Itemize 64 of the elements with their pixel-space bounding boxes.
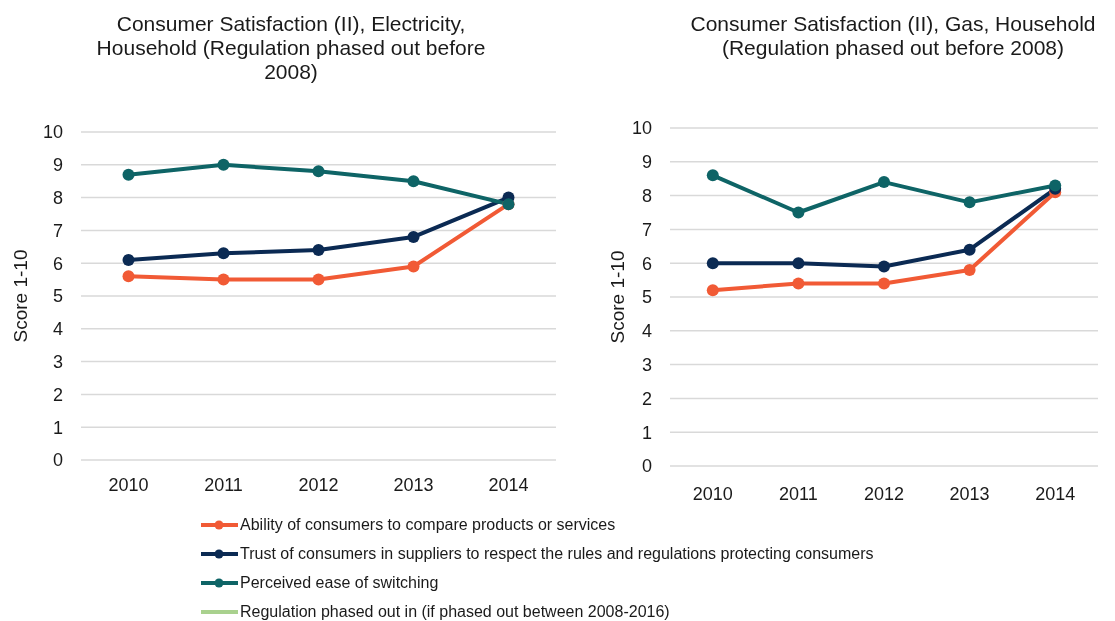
point [792,206,805,219]
y-tick-label: 4 [641,321,652,342]
point [407,260,420,273]
x-tick-label: 2013 [393,474,434,495]
point [878,277,890,290]
legend-label: Regulation phased out in (if phased out between 2008-2016) [240,603,670,620]
x-tick-label: 2014 [1035,483,1076,504]
y-tick-label: 9 [641,152,652,173]
point [122,168,135,181]
point [878,176,890,189]
y-axis-title: Score 1-10 [9,249,31,343]
x-tick-label: 2010 [692,483,733,504]
x-tick-label: 2012 [298,474,339,495]
point [312,165,325,178]
y-tick-label: 7 [52,220,63,241]
y-tick-label: 8 [641,185,652,206]
legend-label: Ability of consumers to compare products or services [240,516,616,533]
y-tick-label: 8 [52,187,63,208]
y-tick-label: 4 [52,319,63,340]
x-tick-label: 2010 [108,474,149,495]
x-tick-label: 2014 [488,474,529,495]
point [706,169,719,182]
y-tick-label: 5 [641,287,652,308]
y-tick-label: 7 [641,219,652,240]
y-tick-label: 10 [42,122,63,143]
y-tick-label: 6 [52,253,63,274]
point [122,270,135,283]
point [217,247,230,260]
point [963,196,976,209]
y-tick-label: 2 [641,388,652,409]
point [706,257,719,270]
y-tick-label: 0 [641,456,652,477]
point [407,175,420,188]
y-tick-label: 1 [52,417,63,438]
y-tick-label: 9 [52,155,63,176]
point [312,244,325,257]
x-tick-label: 2011 [779,483,818,504]
y-tick-label: 10 [631,118,652,139]
point [878,260,890,273]
x-tick-label: 2012 [863,483,905,504]
point [963,263,976,276]
point [407,230,420,243]
x-tick-label: 2011 [204,474,243,495]
point [122,253,135,266]
legend-label: Perceived ease of switching [240,574,439,591]
point [217,273,230,286]
x-tick-label: 2013 [949,483,990,504]
legend-label: Trust of consumers in suppliers to respect the rules and regulations protecting consumers [240,545,874,562]
y-tick-label: 3 [52,351,63,372]
y-tick-label: 2 [52,384,63,405]
point [792,257,805,270]
y-tick-label: 1 [641,422,652,443]
chart-title: Consumer Satisfaction (II), Gas, Household (Regulation phased out before 2008) [689,12,1097,60]
point [312,273,325,286]
point [217,158,230,171]
chart-title: Consumer Satisfaction (II), Electricity, Household (Regulation phased out before 2008) [95,12,487,84]
point [963,243,976,256]
point [706,284,719,297]
y-tick-label: 6 [641,253,652,274]
point [792,277,805,290]
y-tick-label: 0 [52,450,63,471]
y-axis-title: Score 1-10 [606,250,628,344]
y-tick-label: 3 [641,354,652,375]
y-tick-label: 5 [52,286,63,307]
